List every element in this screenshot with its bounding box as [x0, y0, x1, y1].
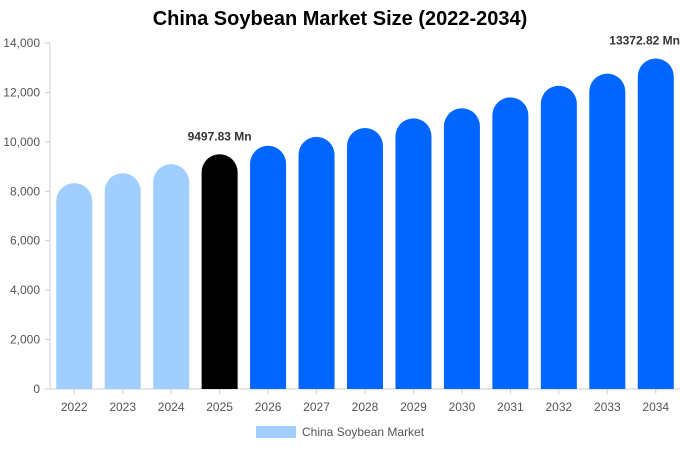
bar-2026: [250, 145, 287, 389]
bar-2030: [443, 108, 480, 389]
x-tick-label-2032: 2032: [545, 400, 572, 414]
legend-label: China Soybean Market: [302, 425, 425, 439]
y-tick-label: 14,000: [3, 36, 40, 50]
bar-2027: [298, 136, 335, 389]
bar-2031: [492, 97, 529, 390]
y-tick-label: 12,000: [3, 85, 40, 99]
x-tick-label-2023: 2023: [109, 400, 136, 414]
y-tick-label: 10,000: [3, 135, 40, 149]
bars: [56, 58, 674, 390]
y-tick-label: 0: [33, 382, 40, 396]
y-tick-label: 8,000: [10, 184, 40, 198]
x-tick-label-2028: 2028: [352, 400, 379, 414]
chart-title: China Soybean Market Size (2022-2034): [152, 8, 528, 30]
data-label-2025: 9497.83 Mn: [188, 129, 252, 143]
legend-swatch: [256, 426, 296, 438]
bar-2024: [153, 164, 190, 389]
x-tick-label-2029: 2029: [400, 400, 427, 414]
bar-2033: [589, 73, 626, 389]
x-tick-label-2027: 2027: [303, 400, 330, 414]
bar-2032: [540, 85, 577, 390]
y-tick-label: 6,000: [10, 234, 40, 248]
x-tick-label-2034: 2034: [642, 400, 669, 414]
x-tick-label-2031: 2031: [497, 400, 524, 414]
bar-2025: [201, 154, 238, 389]
legend: China Soybean Market: [256, 425, 424, 439]
labels: 9497.83 Mn 13372.82 Mn: [188, 34, 680, 144]
bar-2023: [104, 173, 141, 389]
x-tick-label-2033: 2033: [594, 400, 621, 414]
x-tick-label-2026: 2026: [255, 400, 282, 414]
x-tick-label-2024: 2024: [158, 400, 185, 414]
x-tick-label-2022: 2022: [61, 400, 88, 414]
bar-2022: [56, 183, 93, 389]
x-tick-label-2030: 2030: [449, 400, 476, 414]
bar-2029: [395, 118, 432, 389]
x-tick-label-2025: 2025: [206, 400, 233, 414]
bar-2034: [637, 58, 674, 390]
y-tick-label: 2,000: [10, 333, 40, 347]
bar-2028: [347, 128, 383, 389]
y-tick-label: 4,000: [10, 283, 40, 297]
axes: 0 2,000 4,000 6,000 8,000 10,000 12,000 14,000 2…: [3, 36, 680, 414]
data-label-2034: 13372.82 Mn: [609, 34, 680, 48]
